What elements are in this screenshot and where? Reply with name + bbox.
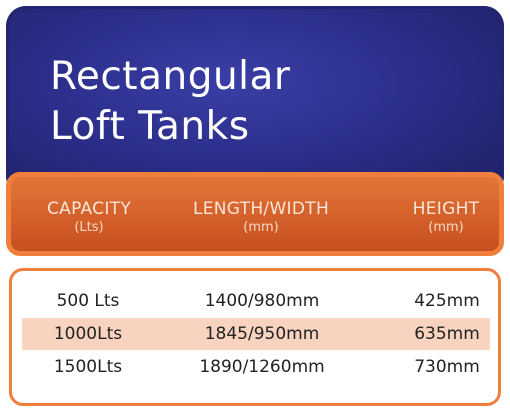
column-header-label: LENGTH/WIDTH [192,199,330,219]
column-header-unit: (mm) [428,220,464,235]
cell-height: 425mm [414,291,480,311]
title-line-2: Loft Tanks [50,104,250,149]
title-line-1: Rectangular [50,54,291,99]
column-header-unit: (mm) [243,220,279,235]
table-body: 500 Lts 1400/980mm 425mm 1000Lts 1845/95… [9,268,501,406]
cell-capacity: 500 Lts [56,291,120,311]
column-header-unit: (Lts) [74,220,104,235]
column-header-label: HEIGHT [412,199,480,219]
cell-height: 730mm [414,357,480,377]
cell-height: 635mm [414,324,480,344]
table-row: 500 Lts 1400/980mm 425mm [22,285,490,317]
cell-capacity: 1000Lts [53,324,123,344]
table-header: CAPACITY (Lts) LENGTH/WIDTH (mm) HEIGHT … [6,172,504,256]
page-title: Rectangular Loft Tanks [50,52,290,152]
column-header-label: CAPACITY [46,199,132,219]
cell-length-width: 1890/1260mm [199,357,325,377]
title-panel: Rectangular Loft Tanks [6,6,504,196]
column-header-height: HEIGHT (mm) [396,199,496,237]
table-row: 1000Lts 1845/950mm 635mm [22,318,490,350]
table-row: 1500Lts 1890/1260mm 730mm [22,351,490,383]
cell-capacity: 1500Lts [53,357,123,377]
column-header-capacity: CAPACITY (Lts) [29,199,149,237]
cell-length-width: 1400/980mm [204,291,320,311]
cell-length-width: 1845/950mm [204,324,320,344]
column-header-length-width: LENGTH/WIDTH (mm) [181,199,341,237]
